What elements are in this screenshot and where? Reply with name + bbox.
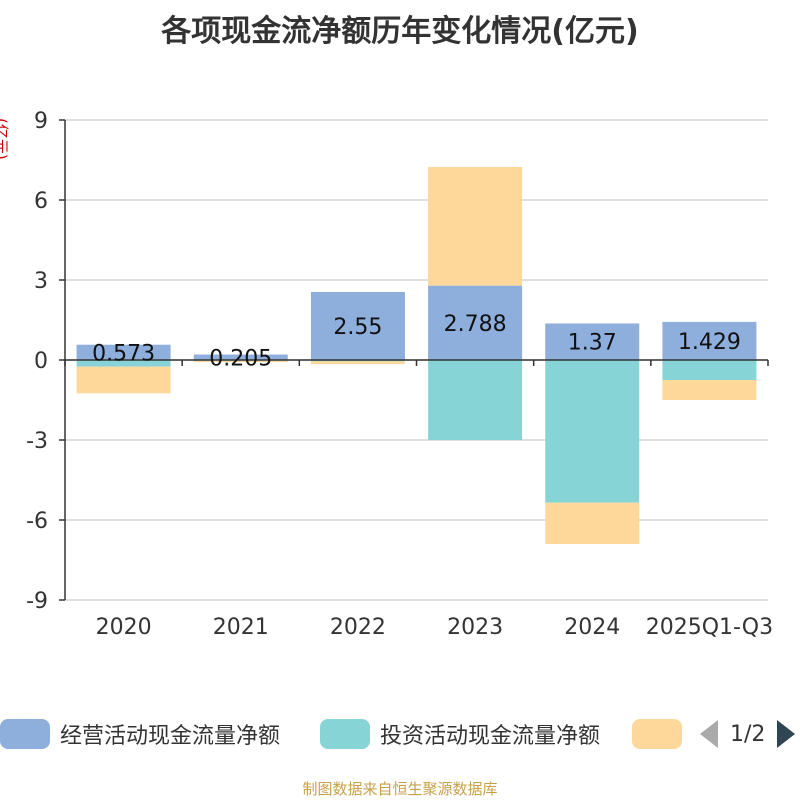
legend-swatch-financing: [632, 719, 682, 749]
legend-swatch-operating: [0, 719, 50, 749]
x-tick-label: 2022: [330, 615, 386, 640]
data-label-2020: 0.573: [92, 341, 155, 366]
y-tick-label: -3: [26, 429, 48, 454]
data-label-2021: 0.205: [209, 346, 272, 371]
bar-series1-2020: [76, 360, 171, 367]
bar-series1-2023: [428, 360, 523, 440]
bar-series2-2020: [76, 366, 171, 394]
bar-series0-2022: [310, 292, 405, 360]
bar-series1-2025Q1-Q3: [662, 360, 757, 380]
legend-item-operating[interactable]: 经营活动现金流量净额: [0, 716, 280, 752]
data-label-2022: 2.55: [333, 315, 382, 340]
x-tick-label: 2021: [213, 615, 269, 640]
bar-series0-2024: [545, 323, 640, 360]
bar-series0-2021: [193, 354, 288, 360]
legend-item-financing[interactable]: [632, 716, 682, 752]
bar-series2-2024: [545, 502, 640, 544]
legend-swatch-investing: [320, 719, 370, 749]
data-label-2025Q1-Q3: 1.429: [678, 330, 741, 355]
x-tick-label: 2024: [564, 615, 620, 640]
chart-title: 各项现金流净额历年变化情况(亿元): [161, 14, 639, 49]
legend: 经营活动现金流量净额 投资活动现金流量净额 1/2: [0, 716, 800, 752]
bar-series2-2022: [310, 361, 405, 364]
legend-label-investing: 投资活动现金流量净额: [380, 724, 601, 749]
x-tick-label: 2020: [96, 615, 152, 640]
bar-series0-2025Q1-Q3: [662, 321, 757, 360]
x-tick-label: 2025Q1-Q3: [646, 615, 773, 640]
legend-pager: 1/2: [700, 716, 796, 752]
bar-series2-2023: [428, 166, 523, 286]
legend-page-indicator: 1/2: [730, 721, 766, 747]
prev-page-icon[interactable]: [700, 720, 718, 748]
bar-series1-2024: [545, 360, 640, 503]
data-label-2023: 2.788: [444, 312, 507, 337]
data-source-footer: 制图数据来自恒生聚源数据库: [302, 780, 498, 798]
y-tick-label: 9: [34, 109, 48, 134]
bars: [76, 166, 757, 544]
bar-series0-2020: [76, 344, 171, 360]
data-labels: 0.573 0.205 2.55 2.788 1.37 1.429: [92, 312, 741, 371]
y-tick-label: 0: [34, 349, 48, 374]
bar-series2-2025Q1-Q3: [662, 380, 757, 400]
y-tick-label: 6: [34, 189, 48, 214]
legend-label-operating: 经营活动现金流量净额: [60, 724, 281, 749]
axes: 9 6 3 0 -3 -6 -9 2020 2021 2022 2023 2024 2025Q1-Q3: [26, 109, 773, 640]
next-page-icon[interactable]: [777, 720, 796, 748]
bar-series0-2023: [428, 285, 523, 360]
y-tick-label: -9: [26, 589, 48, 614]
x-tick-label: 2023: [447, 615, 503, 640]
y-tick-label: 3: [34, 269, 48, 294]
legend-item-investing[interactable]: 投资活动现金流量净额: [320, 716, 600, 752]
bar-series2-2021: [193, 360, 288, 363]
data-label-2024: 1.37: [568, 331, 617, 356]
y-tick-label: -6: [26, 509, 48, 534]
